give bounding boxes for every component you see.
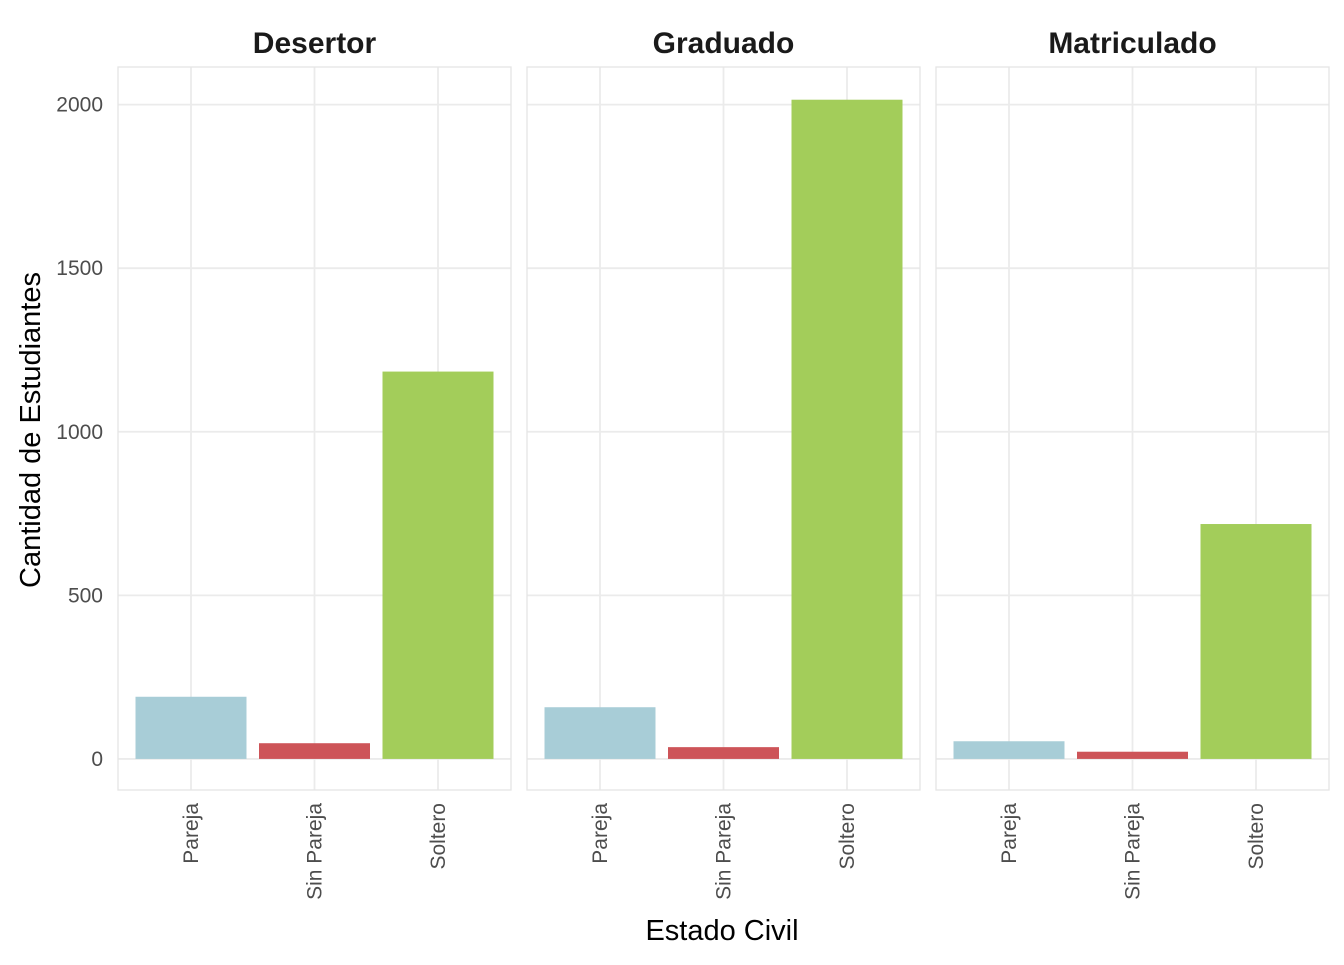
bar-layer: [135, 99, 1312, 759]
y-tick-label: 1500: [56, 257, 103, 280]
x-tick-label: Pareja: [180, 803, 203, 864]
x-tick-label: Sin Pareja: [304, 803, 327, 900]
facet-title: Desertor: [253, 27, 377, 60]
facet-panel-border: [117, 66, 512, 791]
x-tick-label: Soltero: [1245, 803, 1268, 870]
bar-desertor-soltero: [382, 371, 494, 759]
x-tick-label: Pareja: [998, 803, 1021, 864]
x-tick-label: Sin Pareja: [1122, 803, 1145, 900]
x-tick-label: Soltero: [427, 803, 450, 870]
grid-layer: [117, 66, 1330, 791]
y-tick-label: 2000: [56, 94, 103, 117]
bar-desertor-sin-pareja: [259, 743, 370, 759]
bar-matriculado-soltero: [1200, 524, 1312, 759]
facet-panel-border: [526, 66, 921, 791]
facet-title: Matriculado: [1048, 27, 1216, 60]
bar-desertor-pareja: [135, 696, 247, 759]
x-axis-title: Estado Civil: [645, 915, 798, 947]
y-tick-label: 500: [68, 584, 103, 607]
label-layer: 0 500 1000 1500 2000 Desertor Pareja Sin Pareja…: [56, 27, 1268, 900]
facet-panel-border: [935, 66, 1330, 791]
x-tick-label: Soltero: [836, 803, 859, 870]
bar-graduado-pareja: [544, 707, 656, 759]
y-tick-label: 1000: [56, 421, 103, 444]
x-tick-label: Sin Pareja: [713, 803, 736, 900]
facet-title: Graduado: [653, 27, 795, 60]
bar-matriculado-pareja: [953, 741, 1065, 759]
bar-graduado-soltero: [791, 99, 903, 759]
y-tick-label: 0: [91, 748, 103, 771]
bar-graduado-sin-pareja: [668, 747, 779, 759]
bar-matriculado-sin-pareja: [1077, 751, 1188, 759]
x-tick-label: Pareja: [589, 803, 612, 864]
y-axis-title: Cantidad de Estudiantes: [15, 272, 47, 588]
